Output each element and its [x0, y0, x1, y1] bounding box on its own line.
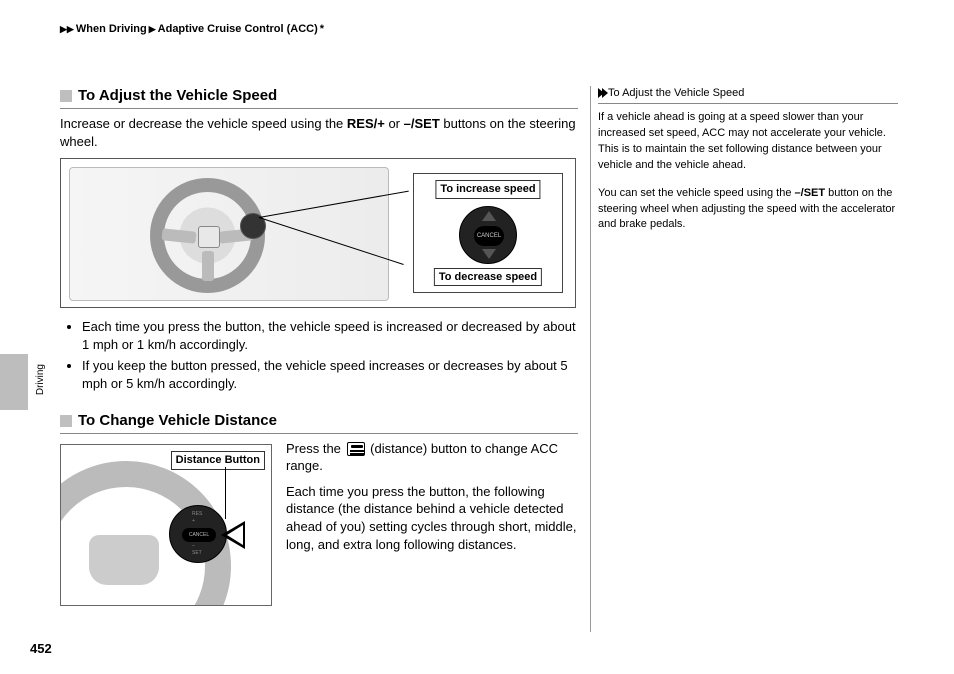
sidebar-heading: To Adjust the Vehicle Speed [598, 86, 898, 104]
wheel-hub [89, 535, 159, 585]
increase-speed-label: To increase speed [435, 180, 540, 199]
cruise-dial-icon: CANCEL [459, 206, 517, 264]
text: Press the [286, 441, 345, 456]
section1-bullets: Each time you press the button, the vehi… [60, 318, 578, 392]
page-number: 452 [30, 640, 52, 658]
sidebar-p1: If a vehicle ahead is going at a speed s… [598, 110, 898, 174]
minus-set-label: –/SET [795, 187, 826, 199]
side-column: To Adjust the Vehicle Speed If a vehicle… [598, 86, 898, 245]
breadcrumb-marker: ▶▶ [60, 23, 74, 35]
page-tab [0, 354, 28, 410]
minus-set-label: –/SET [404, 116, 440, 131]
arrow-down-icon [482, 249, 496, 259]
text: Each time you press the button, the foll… [286, 483, 578, 553]
breadcrumb-asterisk: * [320, 22, 324, 37]
pointer-cursor-icon [221, 521, 245, 549]
dashboard-drawing [69, 167, 389, 301]
cancel-label: CANCEL [182, 528, 216, 542]
section2-body: Distance Button RES+ CANCEL –SET Press t… [60, 440, 578, 606]
sidebar-p2: You can set the vehicle speed using the … [598, 186, 898, 234]
section2-heading: To Change Vehicle Distance [60, 411, 578, 434]
section2-title: To Change Vehicle Distance [78, 411, 277, 431]
section-marker-icon [60, 415, 72, 427]
main-column: To Adjust the Vehicle Speed Increase or … [60, 86, 578, 606]
res-label: RES+ [192, 511, 202, 525]
chapter-side-label: Driving [34, 364, 48, 395]
illustration-speed-adjust: To increase speed CANCEL To decrease spe… [60, 158, 576, 308]
distance-button-label: Distance Button [171, 451, 265, 470]
section2-text: Press the (distance) button to change AC… [286, 440, 578, 561]
illustration-distance: Distance Button RES+ CANCEL –SET [60, 444, 272, 606]
list-item: Each time you press the button, the vehi… [82, 318, 578, 353]
text: You can set the vehicle speed using the [598, 187, 795, 199]
section1-intro: Increase or decrease the vehicle speed u… [60, 115, 578, 150]
section1-title: To Adjust the Vehicle Speed [78, 86, 277, 106]
cruise-control-pad-icon: RES+ CANCEL –SET [169, 505, 227, 563]
section-marker-icon [60, 90, 72, 102]
callout-leader [225, 467, 226, 519]
speed-callout: To increase speed CANCEL To decrease spe… [413, 173, 563, 293]
cancel-button-icon: CANCEL [474, 226, 504, 246]
arrow-up-icon [482, 211, 496, 221]
double-triangle-icon [598, 88, 604, 98]
text: or [385, 116, 404, 131]
res-plus-label: RES/+ [347, 116, 385, 131]
set-label: –SET [192, 543, 202, 557]
text: Increase or decrease the vehicle speed u… [60, 116, 347, 131]
section1-heading: To Adjust the Vehicle Speed [60, 86, 578, 109]
breadcrumb-sep: ▶ [149, 23, 156, 35]
breadcrumb-lvl2: Adaptive Cruise Control (ACC) [158, 22, 318, 37]
distance-icon [347, 442, 365, 456]
breadcrumb: ▶▶ When Driving ▶ Adaptive Cruise Contro… [60, 22, 324, 37]
column-divider [590, 86, 591, 632]
decrease-speed-label: To decrease speed [434, 268, 542, 287]
sidebar-title: To Adjust the Vehicle Speed [608, 86, 744, 101]
list-item: If you keep the button pressed, the vehi… [82, 357, 578, 392]
breadcrumb-lvl1: When Driving [76, 22, 147, 37]
